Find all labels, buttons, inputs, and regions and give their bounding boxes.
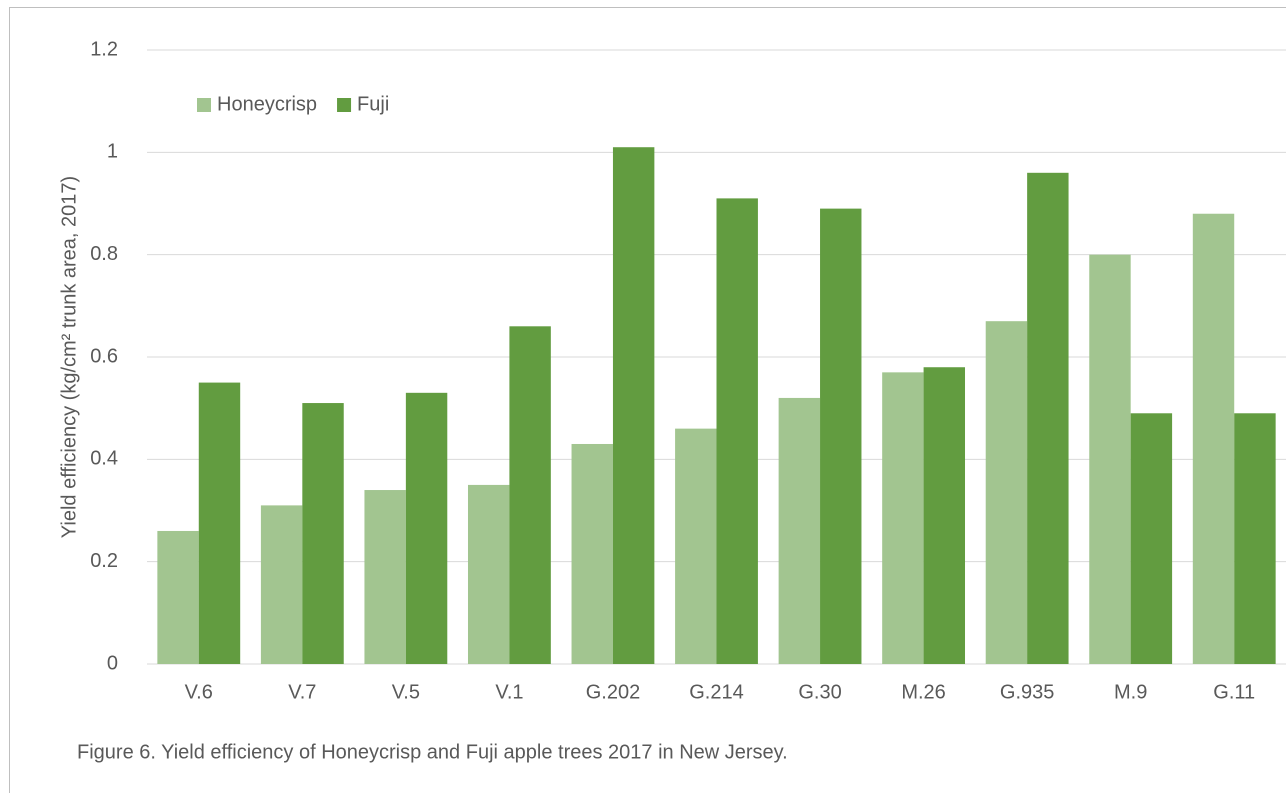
bar	[985, 321, 1028, 664]
bar	[820, 208, 862, 664]
bar	[716, 198, 758, 664]
bar	[467, 484, 510, 664]
bar	[1089, 254, 1131, 664]
bar	[509, 326, 551, 664]
x-tick-label: M.26	[901, 681, 945, 703]
x-tick-label: G.214	[689, 681, 743, 703]
bar	[882, 372, 924, 664]
bar	[571, 443, 613, 664]
x-tick-label: G.30	[798, 681, 841, 703]
caption: Figure 6. Yield efficiency of Honeycrisp…	[77, 741, 788, 763]
bar	[612, 147, 655, 664]
bar	[675, 428, 717, 664]
y-tick-label: 0.2	[90, 550, 118, 572]
x-tick-label: G.202	[586, 681, 640, 703]
bar	[1130, 413, 1173, 664]
legend-label: Fuji	[357, 93, 389, 115]
bar	[923, 367, 966, 664]
x-tick-label: V.6	[185, 681, 213, 703]
x-tick-label: G.935	[1000, 681, 1054, 703]
bar	[364, 490, 406, 664]
legend-swatch	[337, 98, 352, 112]
y-tick-label: 1.2	[90, 38, 118, 60]
bar	[1027, 172, 1069, 665]
frame	[9, 7, 1286, 793]
y-tick-label: 1	[107, 141, 118, 163]
x-tick-label: V.5	[392, 681, 420, 703]
bar	[1192, 213, 1235, 664]
x-tick-label: M.9	[1114, 681, 1147, 703]
y-tick-label: 0	[107, 652, 118, 674]
bar	[260, 505, 303, 664]
y-axis-label: Yield efficiency (kg/cm² trunk area, 201…	[58, 176, 80, 538]
x-tick-label: V.1	[495, 681, 523, 703]
y-tick-label: 0.4	[90, 448, 118, 470]
bar	[198, 382, 241, 664]
bar	[157, 530, 199, 664]
bar	[302, 403, 344, 664]
x-tick-label: V.7	[288, 681, 316, 703]
x-tick-label: G.11	[1213, 681, 1255, 703]
y-tick-label: 0.6	[90, 345, 118, 367]
bar	[1234, 413, 1276, 664]
bar	[778, 397, 821, 664]
legend-label: Honeycrisp	[217, 93, 317, 115]
y-tick-label: 0.8	[90, 243, 118, 265]
legend-swatch	[197, 98, 211, 112]
bar	[405, 392, 448, 664]
